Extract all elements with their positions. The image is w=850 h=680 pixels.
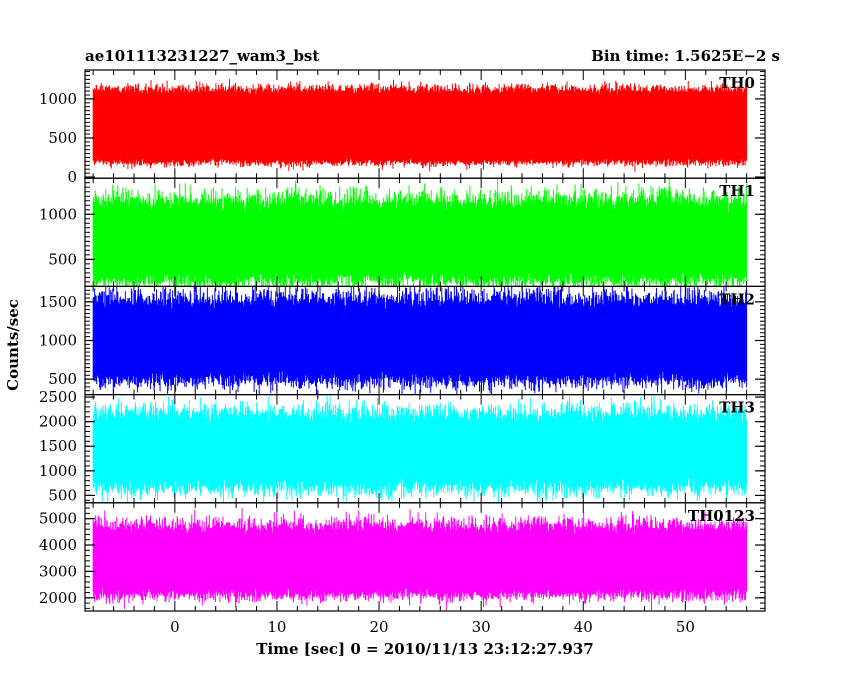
series-label-th3: TH3	[719, 399, 755, 417]
x-axis: 0 10 20 30 40 50	[170, 618, 695, 636]
panel-frame	[84, 502, 766, 612]
panel-th1: 500 1000 TH1	[39, 177, 766, 287]
x-axis-label: Time [sec] 0 = 2010/11/13 23:12:27.937	[256, 640, 593, 658]
series-label-th0: TH0	[719, 74, 755, 92]
x-tick-label: 10	[267, 618, 286, 636]
series-th3-line	[92, 394, 748, 503]
y-tick-label: 1000	[39, 90, 77, 108]
y-tick-label: 500	[48, 129, 77, 147]
y-tick-label: 2000	[39, 589, 77, 607]
y-axis-label: Counts/sec	[4, 299, 22, 391]
series-label-th2: TH2	[719, 290, 755, 308]
series-th0123-line	[92, 508, 748, 611]
y-tick-label: 4000	[39, 536, 77, 554]
x-tick-label: 20	[370, 618, 389, 636]
x-tick-label: 50	[676, 618, 695, 636]
y-tick-label: 1500	[39, 293, 77, 311]
y-tick-label: 500	[48, 370, 77, 388]
series-label-th1: TH1	[719, 182, 755, 200]
bin-time-label: Bin time: 1.5625E−2 s	[591, 47, 780, 65]
series-label-th0123: TH0123	[688, 507, 755, 525]
y-tick-label: 3000	[39, 562, 77, 580]
y-tick-label: 2500	[39, 388, 77, 406]
y-tick-label: 1500	[39, 437, 77, 455]
panel-th0: 0 500 1000 TH0	[39, 69, 766, 186]
y-tick-label: 0	[67, 168, 77, 186]
y-tick-label: 2000	[39, 413, 77, 431]
chart-title: ae101113231227_wam3_bst	[85, 47, 319, 65]
y-tick-label: 500	[48, 486, 77, 504]
series-th0-line	[92, 79, 748, 172]
y-tick-label: 1000	[39, 205, 77, 223]
x-tick-label: 30	[472, 618, 491, 636]
series-th2-line	[92, 286, 748, 395]
y-tick-label: 5000	[39, 510, 77, 528]
y-tick-label: 500	[48, 250, 77, 268]
x-tick-label: 0	[170, 618, 180, 636]
panel-th3: 500 1000 1500 2000 2500 TH3	[39, 388, 766, 504]
y-tick-label: 1000	[39, 462, 77, 480]
y-tick-label: 1000	[39, 332, 77, 350]
series-th1-line	[92, 178, 748, 287]
panel-th2: 500 1000 1500 TH2	[39, 285, 766, 396]
x-tick-label: 40	[574, 618, 593, 636]
panel-th0123: 2000 3000 4000 5000 TH0123	[39, 502, 766, 612]
panels-group: 0 500 1000 TH0 500 1000 TH1 500 1000 1500 TH2 500 10…	[39, 69, 766, 612]
